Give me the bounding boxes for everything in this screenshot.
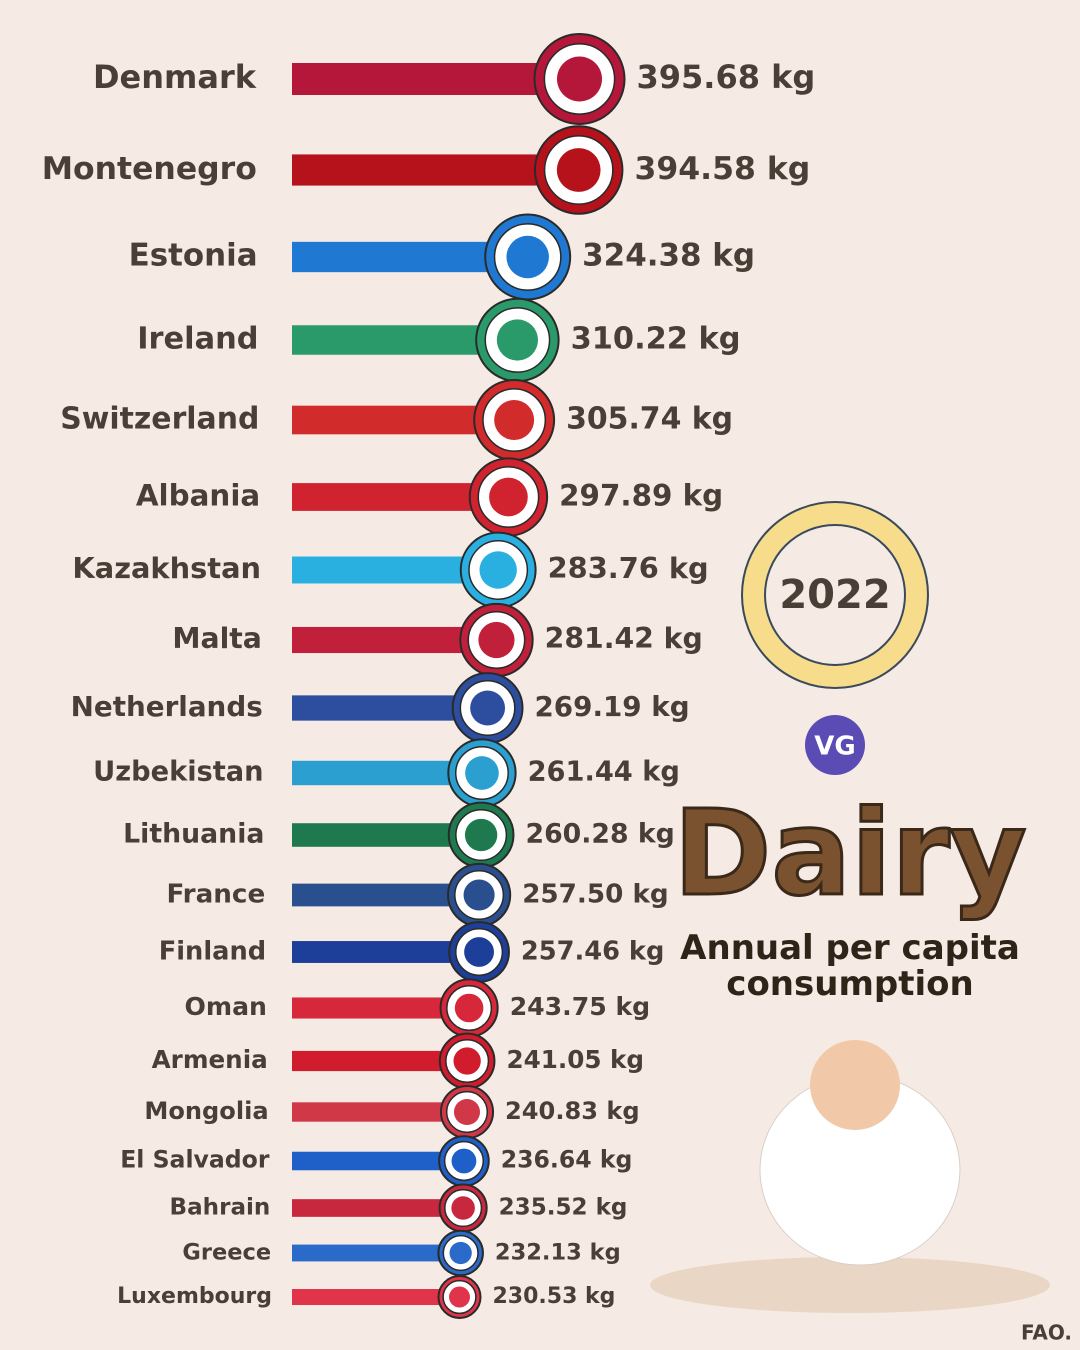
flag-center bbox=[465, 756, 499, 790]
bar bbox=[292, 1289, 460, 1305]
flag-center bbox=[449, 1241, 472, 1265]
bar bbox=[292, 1050, 468, 1072]
category-label: Lithuania bbox=[123, 819, 264, 850]
value-label: 310.22 kg bbox=[571, 322, 741, 357]
category-label: Bahrain bbox=[170, 1195, 271, 1221]
value-label: 241.05 kg bbox=[506, 1045, 644, 1074]
value-label: 281.42 kg bbox=[545, 622, 703, 655]
year-ring-outer bbox=[741, 501, 929, 689]
category-label: Armenia bbox=[152, 1045, 268, 1074]
bar bbox=[292, 941, 480, 963]
flag-center bbox=[464, 818, 498, 852]
flag-center bbox=[451, 1196, 475, 1220]
value-label: 283.76 kg bbox=[548, 551, 709, 585]
value-label: 260.28 kg bbox=[525, 819, 674, 850]
value-label: 240.83 kg bbox=[505, 1097, 640, 1125]
flag-center bbox=[454, 993, 484, 1023]
category-label: Malta bbox=[172, 622, 262, 655]
flag-center bbox=[506, 235, 549, 279]
flag-center bbox=[463, 879, 495, 911]
value-label: 243.75 kg bbox=[510, 992, 650, 1021]
flag-center bbox=[451, 1148, 477, 1174]
flag-center bbox=[453, 1098, 481, 1126]
category-label: Switzerland bbox=[60, 402, 259, 437]
category-label: Ireland bbox=[137, 322, 258, 357]
year: 2022 bbox=[779, 572, 890, 618]
year-ring-inner bbox=[764, 524, 906, 666]
bar bbox=[292, 823, 482, 847]
year-ring bbox=[742, 502, 928, 688]
category-label: Albania bbox=[136, 479, 260, 513]
flag-center bbox=[449, 1286, 471, 1308]
table-illustration bbox=[650, 1257, 1050, 1313]
person-head bbox=[810, 1040, 900, 1130]
flag-center bbox=[453, 1047, 481, 1075]
category-label: Kazakhstan bbox=[72, 551, 261, 585]
category-label: Finland bbox=[159, 937, 266, 967]
flag-center bbox=[556, 148, 601, 192]
logo: VG bbox=[814, 732, 855, 762]
bar bbox=[292, 997, 470, 1019]
logo-badge bbox=[805, 715, 865, 775]
bar bbox=[292, 154, 579, 186]
bar bbox=[292, 883, 480, 907]
bar bbox=[292, 1151, 464, 1171]
value-label: 261.44 kg bbox=[528, 757, 680, 788]
bar bbox=[292, 1102, 467, 1122]
value-label: 394.58 kg bbox=[634, 151, 810, 187]
value-label: 269.19 kg bbox=[534, 690, 689, 723]
category-label: Uzbekistan bbox=[93, 757, 263, 788]
flag-center bbox=[557, 56, 603, 102]
category-label: Montenegro bbox=[42, 151, 257, 187]
flag-center bbox=[478, 621, 515, 659]
value-label: 257.50 kg bbox=[522, 880, 668, 910]
category-label: France bbox=[166, 880, 265, 910]
source: FAO. bbox=[1021, 1321, 1072, 1345]
category-label: Luxembourg bbox=[117, 1284, 272, 1309]
value-label: 395.68 kg bbox=[637, 58, 816, 96]
value-label: 232.13 kg bbox=[495, 1240, 621, 1266]
value-label: 235.52 kg bbox=[499, 1195, 628, 1221]
value-label: 324.38 kg bbox=[582, 238, 755, 274]
flag-center bbox=[489, 477, 528, 517]
value-label: 230.53 kg bbox=[493, 1284, 616, 1309]
value-label: 257.46 kg bbox=[521, 937, 664, 967]
category-label: Netherlands bbox=[71, 690, 263, 723]
chart-title: Dairy bbox=[673, 784, 1026, 922]
flag-center bbox=[464, 937, 494, 967]
category-label: El Salvador bbox=[120, 1146, 270, 1174]
flag-center bbox=[479, 551, 517, 589]
bar bbox=[292, 1244, 461, 1262]
subtitle: Annual per capita consumption bbox=[680, 928, 1020, 1004]
flag-center bbox=[494, 400, 535, 440]
value-label: 297.89 kg bbox=[559, 479, 723, 513]
category-label: Greece bbox=[182, 1240, 271, 1266]
category-label: Mongolia bbox=[144, 1097, 268, 1125]
value-label: 305.74 kg bbox=[566, 402, 733, 437]
category-label: Estonia bbox=[129, 238, 258, 274]
bar bbox=[292, 63, 580, 95]
value-label: 236.64 kg bbox=[501, 1146, 633, 1174]
bar bbox=[292, 1199, 464, 1217]
flag-center bbox=[496, 319, 539, 361]
flag-center bbox=[470, 690, 506, 726]
category-label: Denmark bbox=[93, 58, 257, 96]
category-label: Oman bbox=[185, 992, 267, 1021]
